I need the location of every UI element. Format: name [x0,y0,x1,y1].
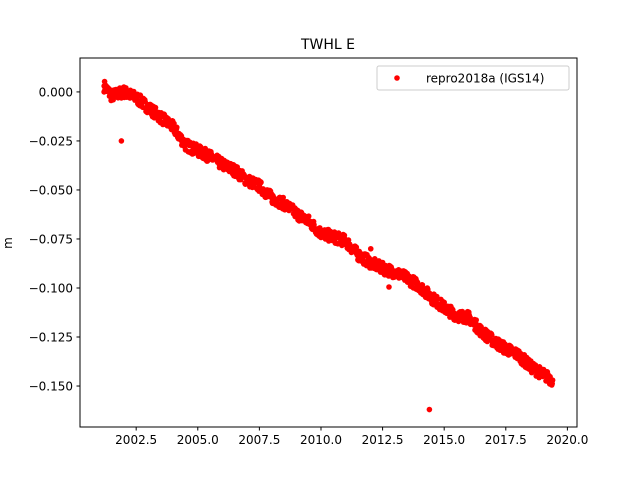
y-axis-ticks: 0.000 −0.025 −0.050 −0.075 −0.100 −0.125 −0.15… [29,85,80,394]
data-point [318,230,324,236]
data-point [108,93,115,99]
x-tick-label: 2005.0 [177,433,219,447]
data-point [502,345,509,352]
data-point [231,167,238,174]
data-point [379,265,386,272]
data-point [404,275,411,281]
x-tick-label: 2015.0 [423,433,465,447]
data-point [170,124,176,131]
data-point [392,269,398,276]
data-point [194,147,201,154]
data-point [158,114,164,121]
outlier-point [367,245,374,252]
data-point [453,312,460,319]
data-point [367,259,374,266]
data-point [416,283,423,289]
y-tick-label: −0.050 [29,183,73,197]
legend-box [376,65,570,91]
outlier-point [426,406,433,413]
data-point [207,153,213,160]
plot-area-frame [79,57,578,428]
legend-marker [394,75,400,81]
x-tick-label: 2020.0 [546,433,588,447]
y-axis-label: m [1,237,15,249]
legend-label: repro2018a (IGS14) [426,72,544,86]
chart-title: TWHL E [300,37,355,53]
data-point [280,194,287,201]
data-point [455,318,462,325]
x-tick-label: 2017.5 [485,433,527,447]
outlier-point [386,284,392,290]
data-point [515,351,521,358]
data-point [353,244,360,250]
x-tick-label: 2007.5 [238,433,280,447]
data-point [473,317,480,323]
x-tick-label: 2010.0 [300,433,342,447]
data-points [101,78,556,413]
data-point [244,177,250,183]
data-point [549,377,556,383]
data-point [478,328,484,334]
data-point [182,142,189,148]
data-point [256,183,263,189]
y-tick-label: −0.100 [29,281,73,295]
data-point [489,332,495,339]
data-point [281,200,287,207]
data-point [342,238,349,244]
data-point [293,210,300,217]
data-point [219,161,226,168]
y-tick-label: −0.150 [29,380,73,394]
x-tick-label: 2002.5 [115,433,157,447]
data-point [466,314,472,321]
data-point [268,194,275,201]
x-tick-label: 2012.5 [362,433,404,447]
data-point [330,234,337,240]
legend: repro2018a (IGS14) [376,65,570,91]
data-point [527,363,534,370]
outlier-point [118,138,125,144]
data-point [355,251,361,258]
y-tick-label: −0.075 [29,232,73,246]
y-tick-label: −0.025 [29,134,73,148]
data-point [101,83,107,89]
y-tick-label: 0.000 [39,85,73,99]
data-point [121,89,127,95]
data-point [133,95,139,101]
data-point [539,371,546,378]
data-point [305,213,312,219]
x-axis-ticks: 2002.5 2005.0 2007.5 2010.0 2012.5 2015.0 2017… [115,427,588,447]
y-tick-label: −0.125 [29,331,73,345]
data-point [490,338,497,344]
data-point [429,294,435,301]
data-point [441,304,447,311]
data-point [145,104,152,111]
data-point [305,218,312,225]
data-point [434,293,440,300]
